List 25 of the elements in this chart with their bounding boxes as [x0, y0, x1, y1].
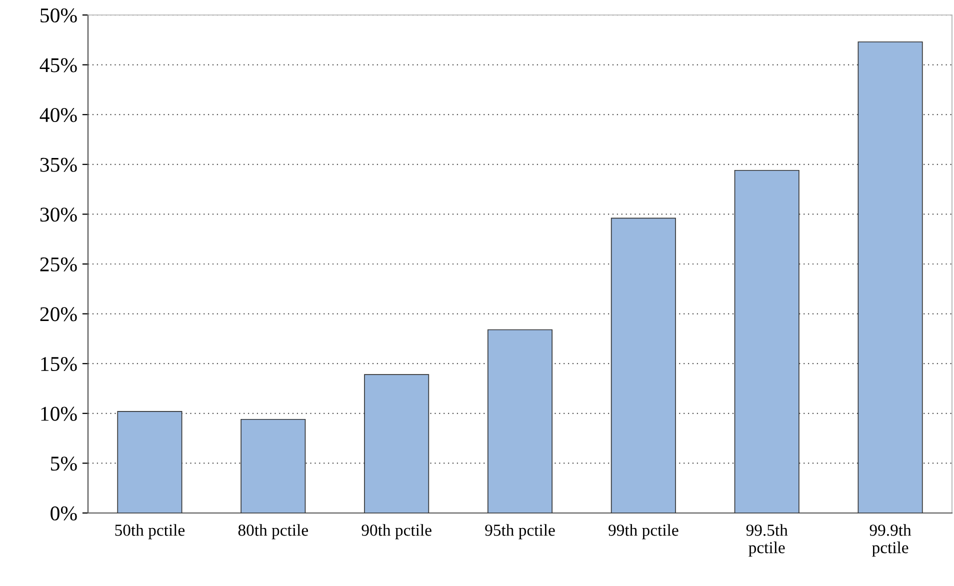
bar [487, 329, 553, 513]
x-tick-label: 99th pctile [608, 524, 678, 540]
y-tick-label: 35% [40, 158, 77, 172]
x-tick-label: 80th pctile [238, 524, 308, 540]
bar [734, 170, 800, 513]
x-tick-label: 95th pctile [485, 524, 555, 540]
x-tick-label: 99.9th pctile [870, 524, 912, 557]
y-tick-label: 50% [40, 8, 77, 22]
bar [858, 41, 923, 513]
y-tick-label: 20% [40, 307, 77, 322]
y-tick-label: 5% [51, 456, 77, 471]
y-tick-label: 30% [40, 208, 77, 222]
y-tick-label: 10% [41, 406, 77, 421]
y-tick-label: 0% [50, 506, 77, 520]
bar [117, 410, 182, 513]
x-tick-label: 90th pctile [362, 524, 432, 540]
y-tick-label: 25% [40, 257, 77, 272]
bar [240, 418, 306, 513]
bar [364, 374, 430, 513]
x-tick-label: 99.5th pctile [746, 524, 788, 557]
bar [610, 218, 676, 513]
y-tick-label: 45% [40, 58, 77, 72]
y-tick-label: 15% [41, 356, 77, 372]
x-tick-label: 50th pctile [115, 524, 185, 540]
y-tick-label: 40% [40, 108, 77, 122]
